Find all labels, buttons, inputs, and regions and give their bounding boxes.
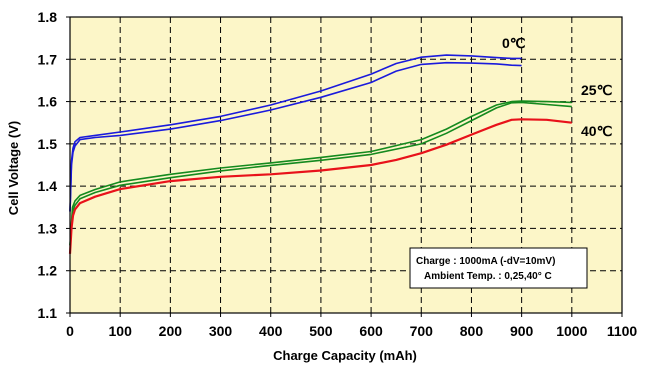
x-tick-label: 600 — [359, 323, 383, 339]
y-tick-label: 1.1 — [38, 305, 58, 321]
x-tick-label: 300 — [209, 323, 233, 339]
series-line-2-0 — [68, 118, 572, 254]
x-tick-label: 100 — [109, 323, 133, 339]
y-tick-label: 1.3 — [38, 220, 58, 236]
y-tick-label: 1.4 — [38, 178, 58, 194]
series-line-1-1 — [69, 101, 572, 246]
x-axis-title: Charge Capacity (mAh) — [273, 348, 417, 363]
x-tick-label: 900 — [510, 323, 534, 339]
x-tick-label: 500 — [309, 323, 333, 339]
x-tick-label: 1100 — [607, 323, 638, 339]
y-tick-label: 1.8 — [38, 9, 58, 25]
plot-frame — [69, 16, 623, 314]
x-tick-label: 200 — [159, 323, 183, 339]
annotation-line-2: Ambient Temp. : 0,25,40° C — [424, 271, 552, 282]
series-label-40c: 40℃ — [581, 123, 613, 139]
y-tick-label: 1.7 — [38, 51, 58, 67]
y-tick-label: 1.2 — [38, 263, 58, 279]
y-axis-title: Cell Voltage (V) — [6, 121, 21, 215]
x-tick-label: 400 — [259, 323, 283, 339]
y-tick-label: 1.5 — [38, 136, 58, 152]
x-tick-label: 0 — [66, 323, 74, 339]
series-label-0c: 0℃ — [502, 35, 526, 51]
annotation-line-1: Charge : 1000mA (-dV=10mV) — [416, 256, 555, 267]
x-tick-label: 800 — [460, 323, 484, 339]
series-line-0-0 — [69, 54, 522, 212]
series-label-25c: 25℃ — [581, 82, 613, 98]
series-line-1-0 — [69, 100, 572, 246]
annotation-box: Charge : 1000mA (-dV=10mV) Ambient Temp.… — [409, 247, 588, 289]
axes: 0 100 200 300 400 500 600 700 800 900 1000 1100 1.1 1… — [38, 9, 638, 339]
y-tick-label: 1.6 — [38, 94, 58, 110]
series-lines — [68, 54, 572, 254]
x-tick-label: 1000 — [556, 323, 587, 339]
series-line-0-1 — [69, 61, 522, 212]
x-tick-label: 700 — [410, 323, 434, 339]
gridlines — [70, 17, 622, 313]
